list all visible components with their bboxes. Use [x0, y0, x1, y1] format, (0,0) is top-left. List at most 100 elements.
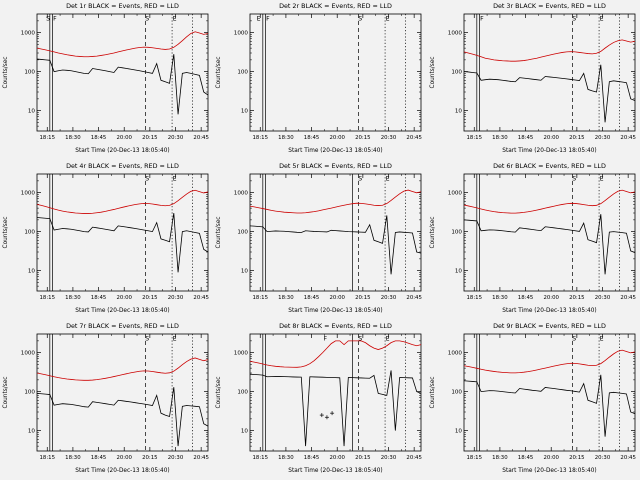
- series-events: [36, 212, 209, 273]
- flag-letter: E: [599, 15, 603, 22]
- y-tick-label: 100: [24, 230, 35, 236]
- flag-letter: F: [324, 335, 328, 342]
- plot-svg-5: Det 5r BLACK = Events, RED = LLD Start Ti…: [216, 162, 422, 314]
- plus-marker: [330, 411, 335, 416]
- flag-letter: E: [173, 15, 177, 22]
- x-tick-label: 20:30: [594, 295, 610, 301]
- x-tick-label: 20:15: [355, 455, 370, 461]
- x-tick-label: 18:45: [304, 135, 319, 141]
- x-axis-label: Start Time (20-Dec-13 18:05:40): [502, 468, 596, 474]
- flag-letter: S: [359, 175, 363, 182]
- plot-svg-2: Det 2r BLACK = Events, RED = LLD Start Ti…: [216, 2, 422, 154]
- x-tick-label: 20:45: [407, 135, 422, 141]
- x-tick-label: 18:15: [466, 455, 481, 461]
- x-tick-label: 20:00: [116, 295, 132, 301]
- series-lld: [463, 349, 635, 374]
- plot-panel-7: Det 7r BLACK = Events, RED = LLD Start Ti…: [0, 320, 213, 480]
- y-tick-label: 10: [28, 429, 36, 435]
- flag-letter: S: [572, 335, 576, 342]
- y-tick-label: 100: [238, 390, 249, 396]
- x-tick-label: 18:45: [517, 295, 532, 301]
- plot-frame: [463, 13, 636, 132]
- y-axis-label: Counts/sec: [3, 57, 9, 89]
- x-tick-label: 18:15: [466, 135, 481, 141]
- series-events: [463, 374, 635, 437]
- plot-panel-5: Det 5r BLACK = Events, RED = LLD Start Ti…: [213, 160, 426, 320]
- x-axis-label: Start Time (20-Dec-13 18:05:40): [75, 468, 169, 474]
- plot-frame: [36, 333, 209, 452]
- y-tick-label: 100: [24, 70, 35, 76]
- plot-frame: [36, 13, 209, 132]
- x-tick-label: 18:30: [492, 295, 508, 301]
- series-events: [36, 387, 209, 447]
- x-tick-label: 20:45: [620, 455, 635, 461]
- x-axis-label: Start Time (20-Dec-13 18:05:40): [289, 308, 383, 314]
- x-tick-label: 20:30: [168, 135, 184, 141]
- x-axis-label: Start Time (20-Dec-13 18:05:40): [502, 148, 596, 154]
- plot-title: Det 4r BLACK = Events, RED = LLD: [66, 162, 179, 170]
- x-tick-label: 18:15: [40, 135, 55, 141]
- y-tick-label: 1000: [447, 351, 462, 357]
- flag-letter: F: [480, 15, 484, 22]
- y-tick-label: 10: [455, 269, 463, 275]
- series-lld: [463, 39, 635, 62]
- x-tick-label: 20:15: [569, 455, 584, 461]
- plot-panel-2: Det 2r BLACK = Events, RED = LLD Start Ti…: [213, 0, 426, 160]
- y-tick-label: 1000: [21, 191, 36, 197]
- x-tick-label: 18:45: [91, 455, 106, 461]
- flag-letter: S: [359, 335, 363, 342]
- plot-svg-1: Det 1r BLACK = Events, RED = LLD Start Ti…: [3, 2, 209, 154]
- series-lld: [36, 189, 209, 214]
- y-tick-label: 10: [28, 269, 36, 275]
- x-tick-label: 20:30: [594, 135, 610, 141]
- y-tick-label: 1000: [234, 31, 249, 37]
- x-tick-label: 20:15: [355, 135, 370, 141]
- y-tick-label: 10: [241, 269, 249, 275]
- flag-letter: S: [145, 335, 149, 342]
- y-axis-label: Counts/sec: [216, 377, 222, 409]
- flag-letter: S: [145, 175, 149, 182]
- y-axis-label: Counts/sec: [430, 377, 436, 409]
- y-tick-label: 100: [238, 70, 249, 76]
- x-tick-label: 18:45: [91, 295, 106, 301]
- flag-letter: E: [386, 335, 390, 342]
- plot-svg-7: Det 7r BLACK = Events, RED = LLD Start Ti…: [3, 322, 209, 474]
- plot-frame: [249, 173, 422, 292]
- x-tick-label: 18:45: [304, 295, 319, 301]
- x-tick-label: 18:30: [278, 455, 294, 461]
- x-tick-label: 18:15: [466, 295, 481, 301]
- x-tick-label: 18:30: [65, 455, 81, 461]
- plus-marker: [325, 415, 330, 420]
- y-axis-label: Counts/sec: [430, 57, 436, 89]
- series-lld: [36, 357, 209, 381]
- flag-letter: E: [386, 175, 390, 182]
- x-tick-label: 18:15: [40, 295, 55, 301]
- plot-panel-3: Det 3r BLACK = Events, RED = LLD Start Ti…: [427, 0, 640, 160]
- series-lld: [463, 189, 635, 214]
- y-tick-label: 100: [238, 230, 249, 236]
- x-tick-label: 20:45: [193, 295, 208, 301]
- y-axis-label: Counts/sec: [3, 377, 9, 409]
- x-tick-label: 18:30: [492, 135, 508, 141]
- flag-letter: E: [599, 335, 603, 342]
- plot-title: Det 9r BLACK = Events, RED = LLD: [493, 322, 606, 330]
- x-tick-label: 18:30: [278, 295, 294, 301]
- series-lld: [36, 31, 209, 58]
- y-tick-label: 10: [455, 109, 463, 115]
- x-tick-label: 20:00: [543, 295, 559, 301]
- y-tick-label: 1000: [447, 31, 462, 37]
- x-tick-label: 20:00: [116, 135, 132, 141]
- plot-title: Det 7r BLACK = Events, RED = LLD: [66, 322, 179, 330]
- y-tick-label: 10: [241, 109, 249, 115]
- plot-frame: [249, 333, 422, 452]
- plot-title: Det 8r BLACK = Events, RED = LLD: [279, 322, 392, 330]
- plot-title: Det 6r BLACK = Events, RED = LLD: [493, 162, 606, 170]
- x-tick-label: 20:45: [620, 295, 635, 301]
- y-tick-label: 10: [241, 429, 249, 435]
- series-lld: [250, 340, 422, 368]
- x-tick-label: 18:15: [40, 455, 55, 461]
- x-tick-label: 18:30: [278, 135, 294, 141]
- y-axis-label: Counts/sec: [430, 217, 436, 249]
- x-tick-label: 20:45: [193, 135, 208, 141]
